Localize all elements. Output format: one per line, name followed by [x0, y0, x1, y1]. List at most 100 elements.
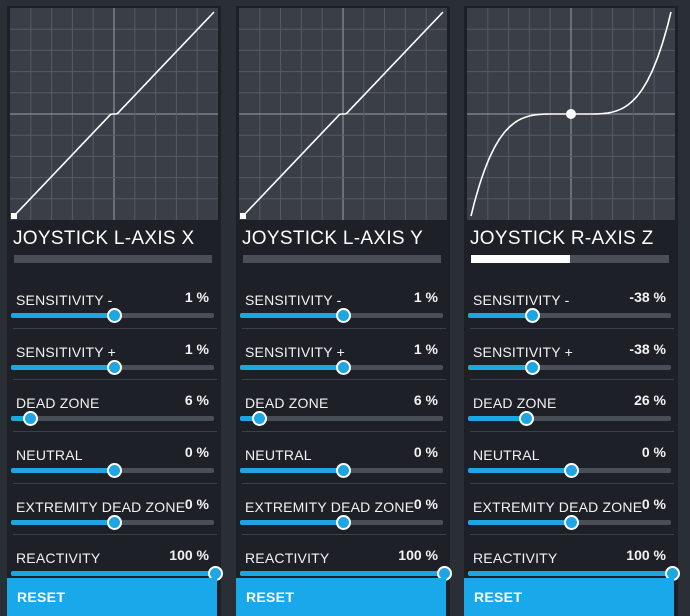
- row-divider: [242, 483, 446, 484]
- sensitivity-plus-slider[interactable]: [11, 360, 214, 375]
- slider-fill: [240, 365, 342, 370]
- slider-thumb[interactable]: [518, 411, 534, 426]
- param-label: NEUTRAL: [245, 447, 312, 463]
- param-label: EXTREMITY DEAD ZONE: [16, 499, 186, 515]
- param-label: SENSITIVITY -: [473, 292, 570, 308]
- slider-thumb[interactable]: [335, 360, 351, 375]
- sensitivity-plus-slider[interactable]: [240, 360, 443, 375]
- param-label: REACTIVITY: [473, 550, 558, 566]
- param-value: -38 %: [629, 289, 666, 305]
- dead-zone-slider[interactable]: [240, 411, 443, 426]
- sensitivity-minus-slider[interactable]: [468, 308, 671, 323]
- slider-fill: [240, 313, 342, 318]
- response-curve-graph: [10, 8, 218, 220]
- param-row-sensitivity-plus: SENSITIVITY + -38 %: [464, 328, 678, 380]
- param-value: 100 %: [398, 547, 438, 563]
- row-divider: [13, 483, 217, 484]
- slider-thumb[interactable]: [106, 515, 122, 530]
- slider-fill: [468, 520, 570, 525]
- extremity-dead-zone-slider[interactable]: [11, 515, 214, 530]
- reset-button-label: RESET: [474, 589, 523, 605]
- row-divider: [242, 379, 446, 380]
- param-value: 0 %: [184, 444, 209, 460]
- param-value: 1 %: [413, 341, 438, 357]
- row-divider: [470, 431, 674, 432]
- sensitivity-minus-slider[interactable]: [11, 308, 214, 323]
- axis-panel: JOYSTICK R-AXIS Z SENSITIVITY - -38 % SENSI…: [464, 6, 680, 616]
- axis-position-marker: [11, 213, 17, 219]
- reactivity-slider[interactable]: [468, 566, 680, 581]
- param-row-extremity-dead-zone: EXTREMITY DEAD ZONE 0 %: [7, 483, 221, 535]
- response-curve: [239, 8, 447, 220]
- axis-position-bar: [243, 255, 441, 263]
- sensitivity-plus-slider[interactable]: [468, 360, 671, 375]
- param-label: SENSITIVITY +: [473, 344, 573, 360]
- param-row-reactivity: REACTIVITY 100 %: [7, 534, 223, 586]
- extremity-dead-zone-slider[interactable]: [468, 515, 671, 530]
- slider-thumb[interactable]: [524, 360, 540, 375]
- param-row-sensitivity-minus: SENSITIVITY - 1 %: [236, 276, 450, 328]
- param-value: 1 %: [184, 289, 209, 305]
- axis-position-marker: [240, 213, 246, 219]
- param-value: 0 %: [413, 496, 438, 512]
- neutral-slider[interactable]: [468, 463, 671, 478]
- slider-fill: [11, 365, 113, 370]
- dead-zone-slider[interactable]: [11, 411, 214, 426]
- param-row-neutral: NEUTRAL 0 %: [7, 431, 221, 483]
- reactivity-slider[interactable]: [11, 566, 223, 581]
- param-label: NEUTRAL: [473, 447, 540, 463]
- neutral-slider[interactable]: [11, 463, 214, 478]
- param-value: 0 %: [641, 444, 666, 460]
- reset-button[interactable]: RESET: [7, 578, 217, 616]
- row-divider: [470, 328, 674, 329]
- slider-thumb[interactable]: [106, 463, 122, 478]
- row-divider: [13, 431, 217, 432]
- reset-button[interactable]: RESET: [236, 578, 446, 616]
- sensitivity-minus-slider[interactable]: [240, 308, 443, 323]
- param-label: EXTREMITY DEAD ZONE: [473, 499, 643, 515]
- slider-thumb[interactable]: [106, 308, 122, 323]
- axis-title: JOYSTICK R-AXIS Z: [470, 228, 654, 249]
- row-divider: [470, 483, 674, 484]
- reset-button[interactable]: RESET: [464, 578, 674, 616]
- extremity-dead-zone-slider[interactable]: [240, 515, 443, 530]
- slider-thumb[interactable]: [335, 515, 351, 530]
- param-label: SENSITIVITY +: [16, 344, 116, 360]
- response-curve-graph: [239, 8, 447, 220]
- slider-fill: [240, 416, 259, 421]
- dead-zone-slider[interactable]: [468, 411, 671, 426]
- param-row-dead-zone: DEAD ZONE 26 %: [464, 379, 678, 431]
- axis-title: JOYSTICK L-AXIS Y: [242, 228, 424, 249]
- param-value: 100 %: [626, 547, 666, 563]
- slider-thumb[interactable]: [563, 463, 579, 478]
- axis-title: JOYSTICK L-AXIS X: [13, 228, 195, 249]
- neutral-slider[interactable]: [240, 463, 443, 478]
- slider-fill: [468, 468, 570, 473]
- slider-fill: [11, 571, 214, 576]
- param-row-extremity-dead-zone: EXTREMITY DEAD ZONE 0 %: [236, 483, 450, 535]
- response-curve-line: [242, 11, 444, 217]
- slider-thumb[interactable]: [252, 411, 268, 426]
- slider-thumb[interactable]: [563, 515, 579, 530]
- axis-position-marker: [566, 109, 576, 119]
- axis-panel: JOYSTICK L-AXIS X SENSITIVITY -1 % SENSITI…: [7, 6, 223, 616]
- row-divider: [242, 328, 446, 329]
- param-row-dead-zone: DEAD ZONE 6 %: [236, 379, 450, 431]
- row-divider: [13, 534, 217, 535]
- axis-position-bar: [14, 255, 212, 263]
- slider-thumb[interactable]: [524, 308, 540, 323]
- response-curve: [10, 8, 218, 220]
- slider-thumb[interactable]: [106, 360, 122, 375]
- axis-position-fill: [471, 255, 570, 263]
- param-label: EXTREMITY DEAD ZONE: [245, 499, 415, 515]
- reactivity-slider[interactable]: [240, 566, 452, 581]
- slider-thumb[interactable]: [335, 463, 351, 478]
- slider-fill: [468, 365, 531, 370]
- slider-thumb[interactable]: [23, 411, 39, 426]
- slider-thumb[interactable]: [335, 308, 351, 323]
- param-value: 100 %: [169, 547, 209, 563]
- param-row-reactivity: REACTIVITY 100 %: [236, 534, 452, 586]
- slider-fill: [11, 416, 30, 421]
- slider-fill: [11, 313, 113, 318]
- slider-fill: [468, 313, 531, 318]
